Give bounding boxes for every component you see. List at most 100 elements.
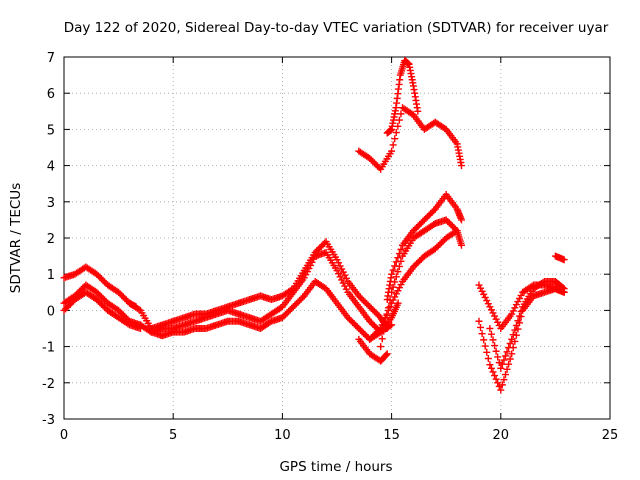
data-point — [414, 107, 422, 115]
y-tick-label: -3 — [42, 413, 55, 428]
data-point — [366, 317, 374, 325]
data-point — [392, 258, 400, 266]
y-axis-label: SDTVAR / TECUs — [8, 183, 24, 293]
data-point — [509, 307, 517, 315]
data-point — [124, 320, 132, 328]
data-point — [383, 350, 391, 358]
data-point — [278, 314, 286, 322]
data-point — [386, 303, 394, 311]
data-point — [492, 315, 500, 323]
data-point — [378, 321, 386, 329]
data-point — [420, 216, 428, 224]
data-point — [508, 335, 516, 343]
data-point — [99, 276, 107, 284]
data-point — [497, 386, 505, 394]
data-point — [63, 303, 71, 311]
data-point — [356, 293, 364, 301]
data-point — [445, 219, 453, 227]
data-point — [333, 267, 341, 275]
data-point — [66, 300, 74, 308]
data-point — [501, 352, 509, 360]
data-point — [369, 332, 377, 340]
data-point — [475, 317, 483, 325]
grid — [64, 57, 610, 419]
x-tick-label: 10 — [274, 428, 291, 443]
data-point — [481, 293, 489, 301]
data-point — [414, 222, 422, 230]
data-point — [97, 293, 105, 301]
data-point — [299, 293, 307, 301]
data-point — [514, 325, 522, 333]
data-point — [486, 325, 494, 332]
x-tick-label: 25 — [602, 428, 619, 443]
data-point — [361, 331, 369, 339]
data-point — [388, 299, 396, 307]
data-point — [372, 329, 380, 337]
data-point — [409, 227, 417, 235]
data-point — [356, 326, 364, 334]
data-point — [277, 304, 285, 312]
y-tick-label: 6 — [47, 87, 55, 102]
data-point — [413, 224, 421, 232]
data-point — [380, 317, 388, 325]
data-point — [363, 332, 371, 340]
data-point — [489, 368, 497, 376]
data-point — [392, 290, 400, 298]
data-point — [517, 307, 525, 315]
data-point — [559, 284, 567, 292]
series-arc-12 — [383, 57, 422, 137]
data-point — [430, 207, 438, 215]
series-arc-7 — [355, 335, 391, 365]
y-ticks: -3 -2 -1 0 1 2 3 4 5 6 7 — [42, 51, 610, 428]
data-point — [369, 320, 377, 328]
data-point — [430, 221, 438, 229]
data-point — [366, 303, 374, 311]
data-point — [355, 325, 363, 332]
data-point — [350, 320, 358, 328]
data-point — [300, 274, 308, 282]
data-point — [517, 291, 525, 299]
data-point — [316, 244, 324, 252]
data-point — [333, 256, 341, 264]
data-point — [487, 330, 495, 338]
data-point — [97, 275, 105, 283]
data-point — [409, 263, 417, 271]
data-point — [119, 293, 127, 301]
data-point — [505, 344, 513, 352]
data-point — [65, 302, 73, 310]
data-point — [369, 157, 377, 165]
data-point — [101, 303, 109, 311]
data-point — [416, 221, 424, 229]
x-tick-label: 20 — [493, 428, 510, 443]
data-point — [338, 265, 346, 273]
data-point — [447, 221, 455, 229]
data-point — [442, 216, 450, 224]
data-point — [310, 255, 318, 263]
data-point — [484, 354, 492, 362]
data-point — [394, 299, 402, 307]
data-point — [375, 164, 383, 172]
data-point — [395, 284, 403, 292]
data-point — [336, 262, 344, 270]
data-point — [487, 364, 495, 372]
data-point — [294, 298, 302, 306]
data-point — [392, 273, 400, 281]
data-point — [303, 268, 311, 276]
data-point — [353, 323, 361, 331]
x-tick-label: 5 — [169, 428, 177, 443]
data-point — [369, 306, 377, 314]
data-point — [483, 348, 491, 356]
data-point — [372, 161, 380, 169]
data-point — [62, 305, 70, 313]
data-point — [358, 295, 366, 303]
data-point — [516, 312, 524, 320]
data-point — [395, 116, 403, 124]
data-point — [422, 214, 430, 222]
data-point — [364, 301, 372, 309]
series-arc-16 — [551, 252, 568, 264]
data-point — [377, 325, 385, 332]
data-point — [438, 239, 446, 247]
data-point — [495, 359, 503, 367]
y-tick-label: -1 — [42, 341, 55, 356]
